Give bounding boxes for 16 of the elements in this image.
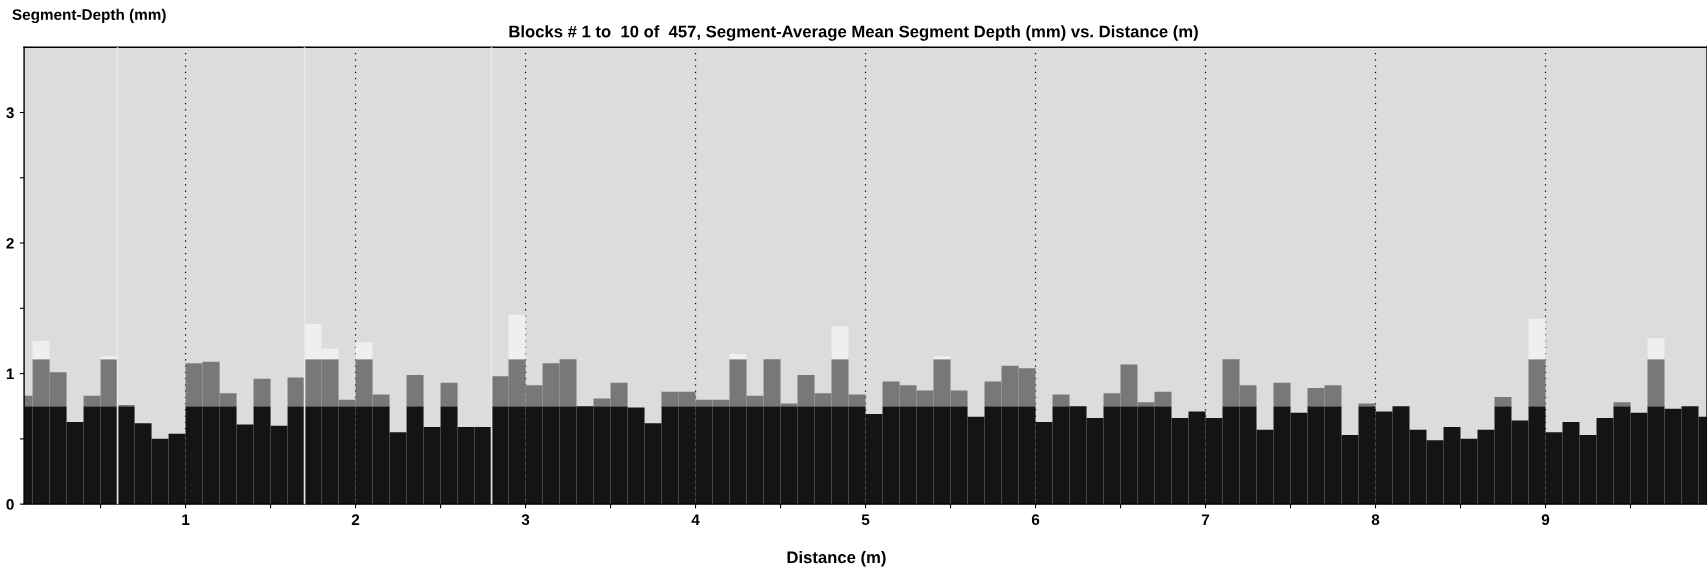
- y-tick-label: 1: [6, 368, 14, 380]
- x-tick-label: 3: [521, 514, 530, 526]
- x-tick-label: 4: [691, 514, 700, 525]
- y-tick-label: 3: [6, 107, 14, 119]
- x-axis-title: Distance (m): [787, 550, 886, 567]
- x-tick-label: 9: [1541, 514, 1550, 526]
- x-tick-label: 6: [1031, 514, 1040, 526]
- x-tick-label: 2: [351, 514, 360, 525]
- x-tick-label: 7: [1201, 514, 1210, 525]
- chart-title: Blocks # 1 to 10 of 457, Segment-Average Mean Segment Depth (mm) vs. Distance (m): [509, 25, 1198, 41]
- y-axis-title: Segment-Depth (mm): [12, 8, 166, 24]
- x-tick-label: 5: [861, 514, 870, 526]
- y-tick-label: 2: [6, 237, 14, 249]
- x-tick-label: 1: [182, 514, 190, 525]
- x-tick-label: 8: [1371, 514, 1380, 526]
- y-tick-label: 0: [6, 499, 14, 510]
